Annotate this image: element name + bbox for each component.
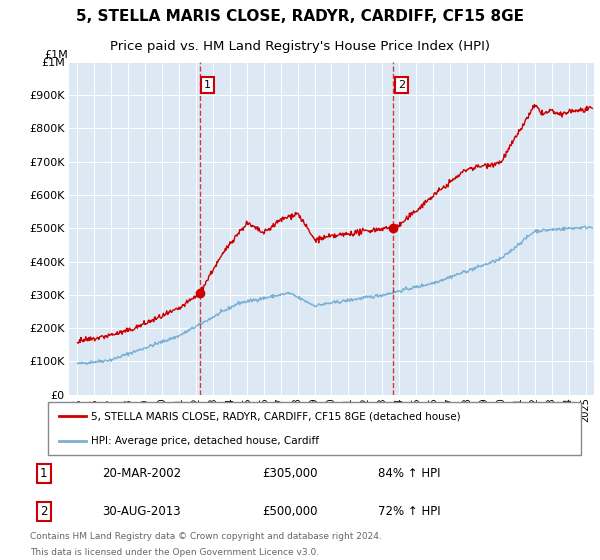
Text: £1M: £1M [45,50,68,60]
Text: 84% ↑ HPI: 84% ↑ HPI [378,466,440,480]
Text: 1: 1 [204,80,211,90]
Text: 1: 1 [40,466,47,480]
Text: This data is licensed under the Open Government Licence v3.0.: This data is licensed under the Open Gov… [30,548,319,557]
Text: Contains HM Land Registry data © Crown copyright and database right 2024.: Contains HM Land Registry data © Crown c… [30,533,382,542]
Text: Price paid vs. HM Land Registry's House Price Index (HPI): Price paid vs. HM Land Registry's House … [110,40,490,53]
Text: HPI: Average price, detached house, Cardiff: HPI: Average price, detached house, Card… [91,436,319,446]
Text: 72% ↑ HPI: 72% ↑ HPI [378,505,440,518]
Text: 5, STELLA MARIS CLOSE, RADYR, CARDIFF, CF15 8GE: 5, STELLA MARIS CLOSE, RADYR, CARDIFF, C… [76,10,524,24]
Text: 5, STELLA MARIS CLOSE, RADYR, CARDIFF, CF15 8GE (detached house): 5, STELLA MARIS CLOSE, RADYR, CARDIFF, C… [91,411,461,421]
FancyBboxPatch shape [48,402,581,455]
Text: £305,000: £305,000 [262,466,317,480]
Text: 30-AUG-2013: 30-AUG-2013 [102,505,181,518]
Text: £500,000: £500,000 [262,505,317,518]
Text: 20-MAR-2002: 20-MAR-2002 [102,466,181,480]
Text: 2: 2 [40,505,47,518]
Text: 2: 2 [398,80,405,90]
